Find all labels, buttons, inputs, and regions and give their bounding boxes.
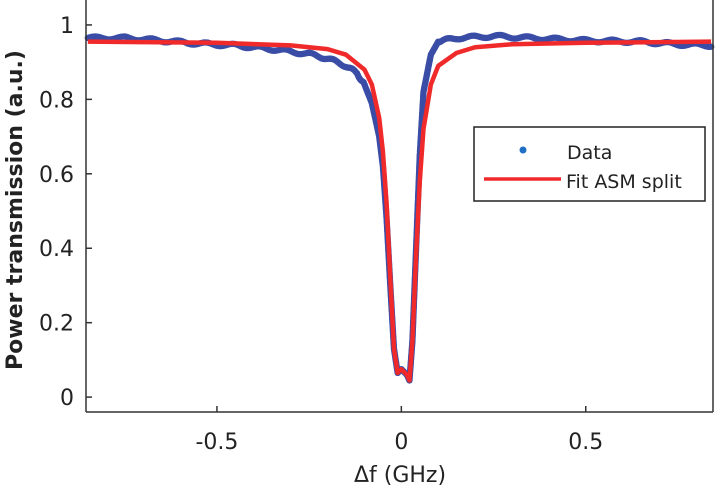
y-tick-label: 1: [60, 14, 74, 39]
fit-line: [87, 39, 712, 383]
legend-label-data: Data: [567, 142, 612, 164]
data-series: [84, 31, 715, 384]
y-tick-label: 0.6: [39, 163, 74, 188]
y-tick-label: 0.8: [39, 88, 74, 113]
plot-area: [84, 31, 715, 384]
legend-label-fit: Fit ASM split: [566, 171, 682, 193]
x-tick-label: 0: [394, 430, 408, 455]
x-tick-label: 0.5: [568, 430, 603, 455]
legend: Data Fit ASM split: [473, 126, 706, 202]
y-tick-label: 0: [60, 386, 74, 411]
axes: 0 0.2 0.4 0.6 0.8 1 -0.5 0 0.5: [39, 0, 714, 455]
legend-marker-data: [519, 146, 527, 154]
legend-box: [473, 126, 706, 202]
y-tick-label: 0.4: [39, 237, 74, 262]
x-tick-label: -0.5: [195, 430, 238, 455]
y-axis-label: Power transmission (a.u.): [3, 50, 28, 370]
x-axis-label: Δf (GHz): [354, 463, 446, 488]
y-tick-label: 0.2: [39, 312, 74, 337]
